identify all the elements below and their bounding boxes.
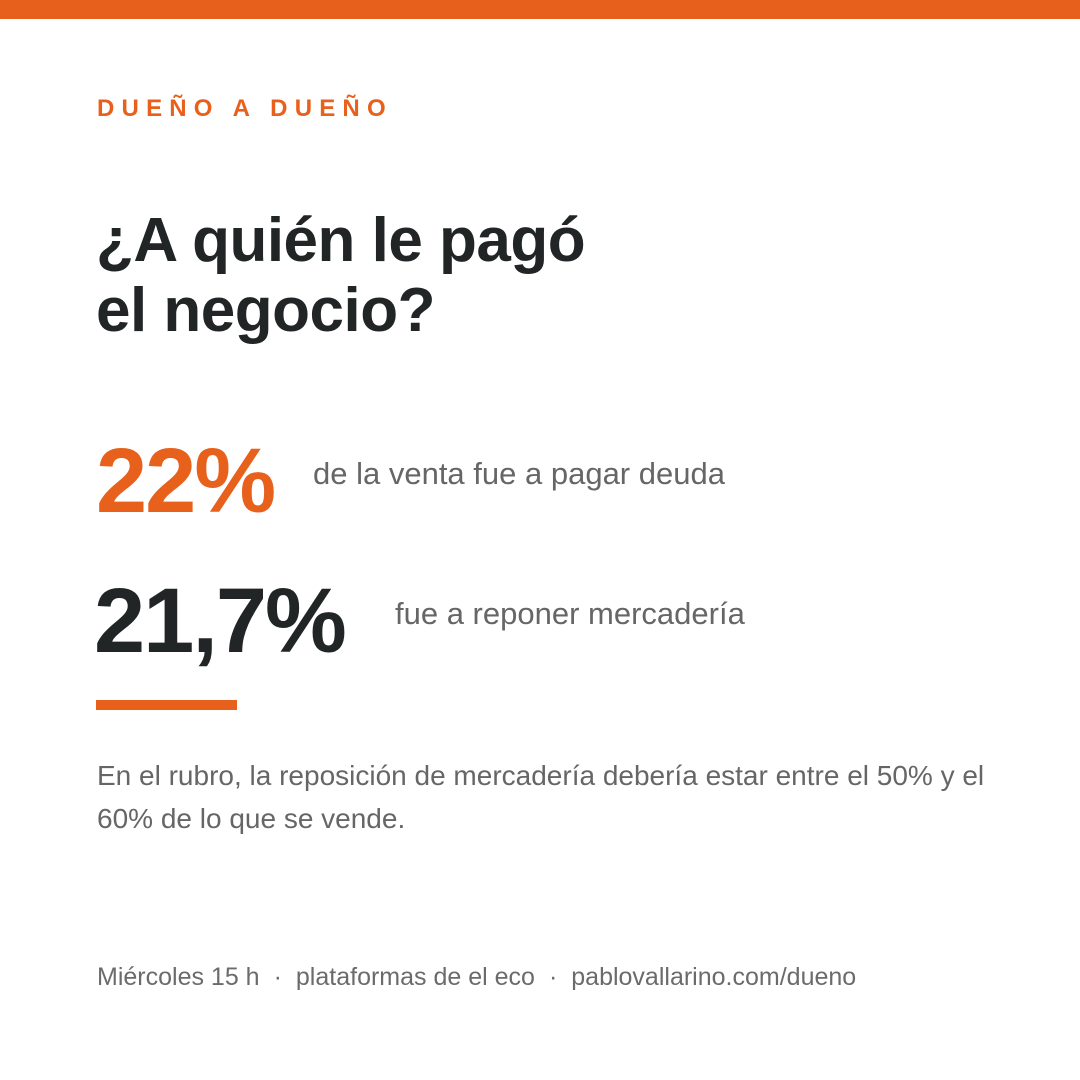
kicker-label: DUEÑO A DUEÑO (97, 95, 393, 122)
footer-url: pablovallarino.com/dueno (571, 963, 857, 991)
stat-debt-value: 22% (96, 430, 276, 532)
footer-separator: · (273, 963, 282, 991)
headline-line-2: el negocio? (96, 276, 435, 345)
accent-divider (96, 700, 237, 710)
footer: Miércoles 15 h · plataformas de el eco · pab… (97, 962, 856, 992)
footer-separator: · (548, 963, 558, 991)
top-accent-bar (0, 0, 1080, 19)
headline-line-1: ¿A quién le pagó (96, 206, 586, 275)
footer-platform: plataformas de el eco (295, 963, 535, 991)
context-note: En el rubro, la reposición de mercadería… (97, 760, 985, 834)
stat-debt-label: de la venta fue a pagar deuda (313, 456, 725, 491)
stat-merchandise-label: fue a reponer mercadería (395, 596, 745, 631)
footer-schedule: Miércoles 15 h (97, 963, 260, 991)
stat-merchandise-value: 21,7% (94, 570, 347, 672)
headline: ¿A quién le pagó el negocio? (96, 206, 586, 346)
